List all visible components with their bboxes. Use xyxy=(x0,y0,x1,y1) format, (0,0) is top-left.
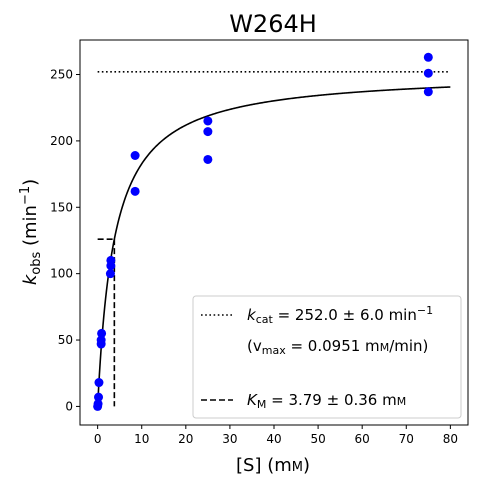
data-point xyxy=(423,68,433,78)
y-tick-label: 50 xyxy=(58,333,73,347)
y-axis-label-sub: obs xyxy=(29,252,44,275)
legend-km-sub: M xyxy=(257,398,267,411)
legend: kcat = 252.0 ± 6.0 min−1 (vmax = 0.0951 … xyxy=(192,295,462,419)
data-point xyxy=(203,154,213,164)
data-point xyxy=(96,335,106,345)
x-tick-label: 20 xyxy=(178,432,193,446)
legend-km-value: = 3.79 ± 0.36 m xyxy=(266,391,396,409)
y-axis-ticks: 0 50 100 150 200 250 xyxy=(50,68,80,413)
legend-vmax-close: /min) xyxy=(389,337,428,355)
x-tick-label: 50 xyxy=(310,432,325,446)
x-tick-label: 10 xyxy=(134,432,149,446)
y-axis-label-sup: −1 xyxy=(18,186,33,205)
x-axis-ticks: 0 10 20 30 40 50 60 70 80 xyxy=(94,425,458,446)
x-axis-label: [S] (mM) xyxy=(236,455,310,476)
data-point xyxy=(130,186,140,196)
y-axis-label-k: k xyxy=(20,273,41,285)
legend-kcat-sub: cat xyxy=(256,313,274,326)
y-axis-label-rest: (min xyxy=(20,205,41,252)
legend-vmax-sub: max xyxy=(262,344,286,357)
legend-km-label: KM = 3.79 ± 0.36 mM xyxy=(247,391,406,411)
legend-kcat-value: = 252.0 ± 6.0 min xyxy=(273,306,417,324)
x-tick-label: 70 xyxy=(399,432,414,446)
chart-title: W264H xyxy=(229,10,317,38)
x-tick-label: 40 xyxy=(266,432,281,446)
data-points xyxy=(93,52,433,411)
legend-vmax-label: (vmax = 0.0951 mM/min) xyxy=(247,337,428,357)
y-axis-label: kobs (min−1) xyxy=(18,179,44,285)
fit-curve xyxy=(96,86,451,407)
legend-kcat-sup: −1 xyxy=(417,304,433,317)
data-point xyxy=(203,116,213,126)
x-axis-label-unit: M xyxy=(292,460,303,475)
legend-kcat-label: kcat = 252.0 ± 6.0 min−1 xyxy=(247,304,433,326)
data-point xyxy=(423,87,433,97)
y-tick-label: 100 xyxy=(50,267,73,281)
legend-vmax-open: (v xyxy=(247,337,262,355)
data-point xyxy=(93,399,103,409)
x-tick-label: 0 xyxy=(94,432,102,446)
data-point xyxy=(97,328,107,338)
legend-km-k: K xyxy=(247,391,258,409)
data-point xyxy=(105,269,115,279)
x-tick-label: 60 xyxy=(355,432,370,446)
legend-vmax-rest: = 0.0951 m xyxy=(286,337,380,355)
x-axis-label-close: ) xyxy=(303,455,310,476)
data-point xyxy=(94,392,104,402)
data-point xyxy=(130,151,140,160)
y-axis-label-close: ) xyxy=(20,179,41,186)
legend-km-unit: M xyxy=(397,395,407,408)
data-point xyxy=(423,52,433,62)
legend-box xyxy=(192,295,462,419)
y-tick-label: 200 xyxy=(50,134,73,148)
x-axis-label-text: [S] (m xyxy=(236,455,292,476)
data-point xyxy=(203,127,213,137)
y-tick-label: 0 xyxy=(65,399,73,413)
x-tick-label: 80 xyxy=(443,432,458,446)
data-point xyxy=(106,255,116,265)
y-tick-label: 250 xyxy=(50,68,73,82)
y-tick-label: 150 xyxy=(50,200,73,214)
legend-kcat-k: k xyxy=(247,306,257,324)
legend-vmax-unit: M xyxy=(380,341,390,354)
data-point xyxy=(94,378,104,388)
x-tick-label: 30 xyxy=(222,432,237,446)
